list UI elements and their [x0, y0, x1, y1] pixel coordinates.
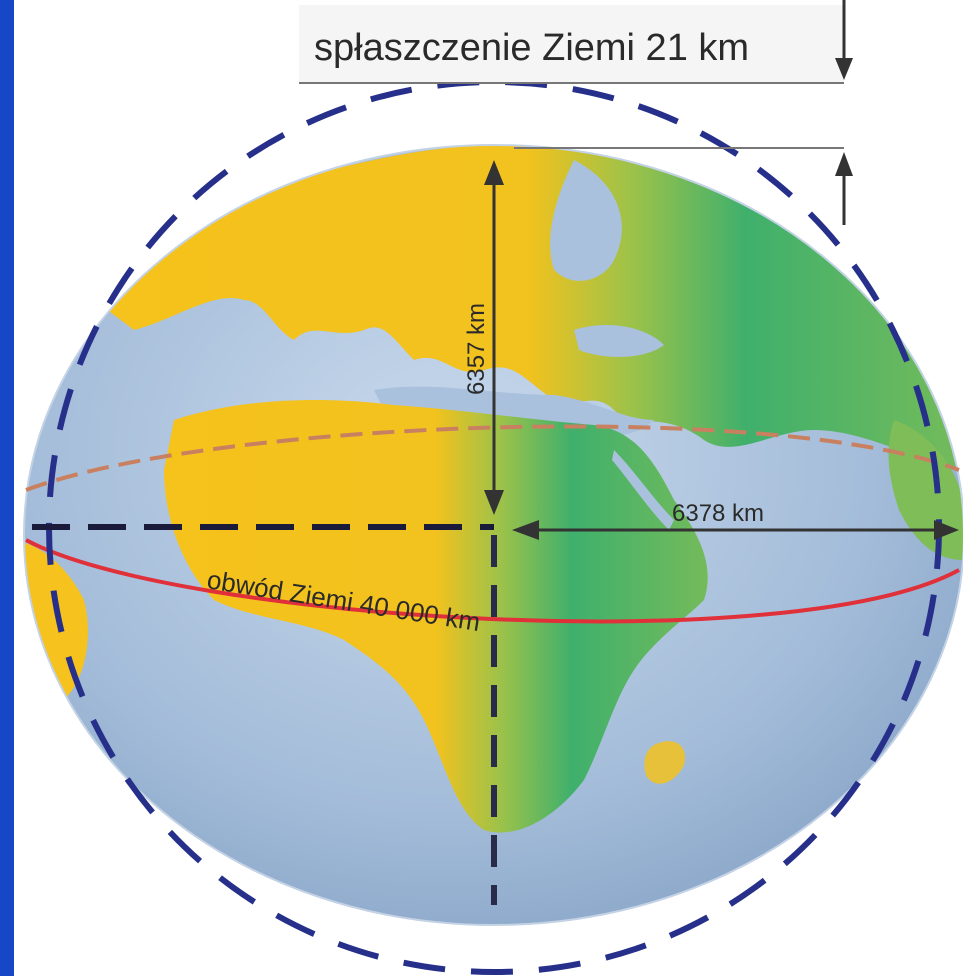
mediterranean-sea: [374, 386, 654, 437]
polar-radius-arrow: [484, 160, 504, 515]
madagascar-land: [644, 741, 685, 784]
black-sea: [574, 325, 664, 357]
earth-flattening-diagram: spłaszczenie Ziemi 21 km 6357 km 6378 km…: [23, 0, 963, 975]
tropic-line-dashed: [25, 424, 960, 492]
equatorial-radius-arrow: [512, 520, 959, 540]
equator-line: [25, 538, 960, 624]
eurasia-land: [94, 145, 963, 470]
globe: [23, 144, 963, 926]
red-sea: [612, 450, 674, 530]
diagram-canvas: spłaszczenie Ziemi 21 km 6357 km 6378 km…: [14, 0, 963, 976]
globe-outline: [23, 144, 963, 926]
polar-radius-label: 6357 km: [463, 303, 490, 395]
equatorial-radius-label: 6378 km: [672, 500, 764, 527]
scandinavia-sea: [550, 160, 622, 281]
flattening-dimension: [299, 0, 853, 225]
flattening-label: spłaszczenie Ziemi 21 km: [314, 27, 749, 69]
